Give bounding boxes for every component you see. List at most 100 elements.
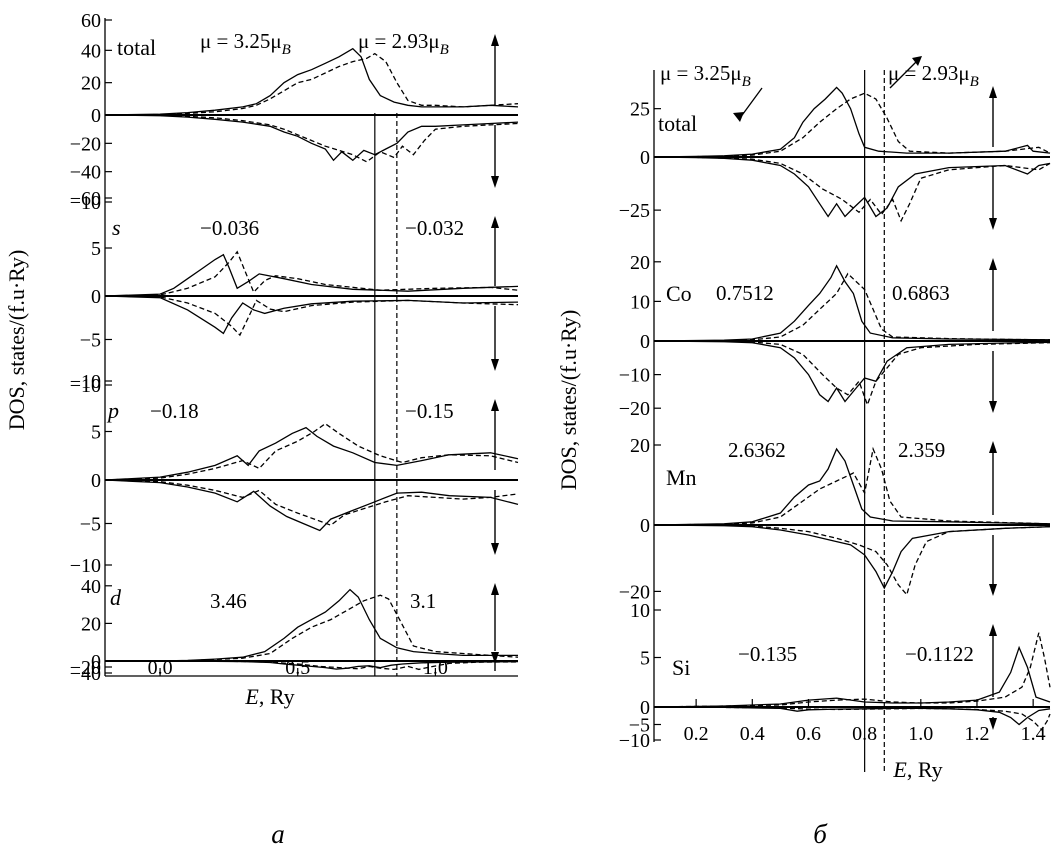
series-a-total-dashed_up [104, 52, 519, 116]
moment-dashed-a-p: −0.15 [405, 399, 454, 423]
ytick-label-b-Co-2: 0 [640, 331, 650, 353]
ytick-label-a-s-2: 0 [91, 286, 101, 308]
ytick-label-a-s-1: 5 [91, 238, 101, 260]
moment-dashed-a-s: −0.032 [405, 216, 464, 240]
panel-label-b-Si: Si [672, 655, 690, 680]
ytick-label-b-Co-1: 10 [630, 291, 650, 313]
ytick-label-a-s-0: −10 [70, 192, 101, 214]
ytick-label-b-total-0: 25 [630, 99, 650, 121]
spin-up-arrowhead-b-total [989, 86, 997, 98]
xtick-label-b-2: 0.6 [796, 723, 821, 745]
ytick-label-a-d-2: 0 [91, 651, 101, 673]
spin-down-arrowhead-a-total [491, 176, 499, 188]
series-a-s-dashed_up [104, 250, 519, 297]
xtick-label-a-2: 1.0 [423, 657, 448, 679]
ytick-label-b-Mn-1: 0 [640, 515, 650, 537]
series-b-Co-dashed_dn [653, 340, 1051, 407]
ylabel-b: DOS, states/(f.u·Ry) [556, 310, 581, 491]
series-a-p-solid_up [104, 426, 519, 481]
ytick-label-a-total-1: 40 [81, 40, 101, 62]
series-a-p-solid_dn [104, 479, 519, 532]
series-b-Co-dashed_up [653, 272, 1051, 342]
spin-down-arrowhead-b-total [989, 218, 997, 230]
panel-label-a-d: d [110, 585, 122, 610]
series-a-p-dashed_dn [104, 479, 519, 526]
series-a-s-solid_dn [104, 295, 519, 335]
xlabel-b: E, Ry [892, 757, 942, 782]
pointer-dashed-b [889, 59, 919, 89]
panel-label-b-Co: Co [666, 281, 692, 306]
ytick-label-a-d-1: 20 [81, 613, 101, 635]
spin-down-arrowhead-a-d [491, 652, 499, 664]
series-b-Mn-dashed_up [653, 446, 1051, 526]
ytick-label-a-p-3: −5 [80, 514, 101, 536]
spin-up-arrowhead-a-s [491, 216, 499, 228]
panel-label-a-p: p [106, 398, 119, 423]
spin-up-arrowhead-a-d [491, 583, 499, 595]
ytick-label-b-Si-1: 5 [640, 648, 650, 670]
series-b-Si-solid_up [653, 645, 1051, 708]
series-a-d-solid_up [105, 588, 518, 662]
moment-dashed-b-Si: −0.1122 [905, 642, 974, 666]
ytick-label-b-total-1: 0 [640, 147, 650, 169]
moment-solid-b-Co: 0.7512 [716, 281, 774, 305]
series-b-Si-dashed_dn [653, 706, 1051, 731]
ytick-label-a-p-0: −10 [70, 375, 101, 397]
series-b-Mn-solid_up [653, 447, 1051, 526]
moment-solid-a-total: μ = 3.25μB [200, 29, 291, 58]
panel-label-a-s: s [112, 215, 121, 240]
xtick-label-b-6: 1.4 [1021, 723, 1046, 745]
panel-label-b-total: total [658, 111, 697, 136]
spin-up-arrowhead-b-Si [989, 624, 997, 636]
ytick-label-a-d-0: 40 [81, 576, 101, 598]
ytick-label-b-Mn-0: 20 [630, 435, 650, 457]
panel-b-Mn: 20 0 −20 Mn 2.6362 2.359 [619, 425, 1051, 608]
ytick-label-b-Co-0: 20 [630, 252, 650, 274]
spin-down-arrowhead-b-Co [989, 401, 997, 413]
moment-dashed-a-d: 3.1 [410, 589, 436, 613]
ytick-label-b-total-2: −25 [619, 200, 650, 222]
series-a-total-dashed_dn [104, 114, 519, 163]
pointer-solid-b [739, 87, 763, 119]
series-a-p-dashed_up [104, 422, 519, 481]
series-b-Co-solid_up [653, 264, 1051, 342]
ytick-label-b-Si-2: 0 [640, 697, 650, 719]
spin-down-arrowhead-a-s [491, 359, 499, 371]
ytick-label-a-d-3: −20 [70, 657, 101, 679]
series-b-Mn-solid_dn [653, 524, 1051, 590]
ytick-label-a-total-2: 20 [81, 73, 101, 95]
xtick-label-b-3: 0.8 [852, 723, 877, 745]
xtick-label-a-0: 0.0 [148, 657, 173, 679]
ytick-label-a-p-1: 5 [91, 422, 101, 444]
moment-dashed-a-total: μ = 2.93μB [358, 29, 449, 58]
xtick-label-b-4: 1.0 [908, 723, 933, 745]
ytick-label-a-total-5: −40 [70, 162, 101, 184]
series-a-s-solid_up [104, 253, 519, 297]
series-b-total-dashed_dn [653, 156, 1051, 223]
ytick-label-b-Si-4: −10 [619, 730, 650, 752]
ytick-label-b-Co-4: −20 [619, 398, 650, 420]
series-b-Mn-dashed_dn [653, 524, 1051, 597]
ytick-label-b-Si-0: 10 [630, 600, 650, 622]
xtick-label-b-0: 0.2 [684, 723, 709, 745]
caption-b: б [813, 819, 828, 849]
moment-solid-a-p: −0.18 [150, 399, 199, 423]
ytick-label-a-total-6: −60 [70, 188, 101, 210]
spin-up-arrowhead-b-Co [989, 258, 997, 270]
ytick-label-a-total-3: 0 [91, 105, 101, 127]
moment-solid-b-Mn: 2.6362 [728, 438, 786, 462]
series-b-total-solid_up [653, 86, 1051, 158]
xlabel-a: E, Ry [244, 684, 294, 709]
caption-a: a [271, 819, 285, 849]
spin-up-arrowhead-b-Mn [989, 441, 997, 453]
ytick-label-a-s-4: −10 [70, 371, 101, 393]
panel-b-Si: 10 5 0−5−10 Si −0.135 −0.1122 [619, 600, 1051, 752]
panel-a-s: −10 5 0 −5 −10 s −0.036 −0.032 [70, 192, 519, 393]
moment-pointers-b [733, 56, 922, 122]
xtick-label-b-1: 0.4 [740, 723, 765, 745]
